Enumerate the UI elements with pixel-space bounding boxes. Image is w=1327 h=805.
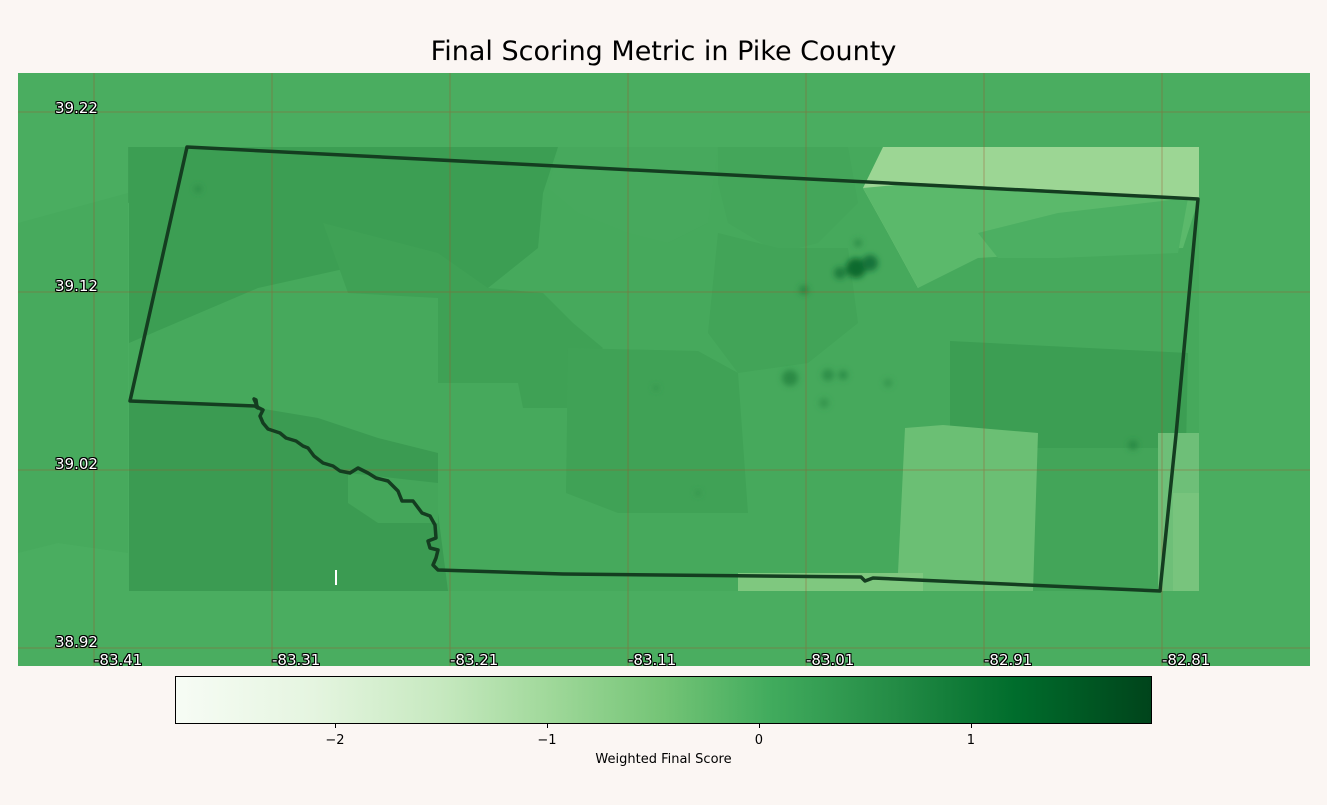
lon-label-0: -83.41 [94,651,143,667]
lon-label-3: -83.11 [628,651,677,667]
lon-label-4: -83.01 [806,651,855,667]
colorbar: −2 −1 0 1 [175,676,1152,748]
lat-label-3: 38.92 [55,633,98,651]
region-east-block [1030,448,1183,591]
lon-label-2: -83.21 [450,651,499,667]
colorbar-gradient [175,676,1152,724]
colorbar-tick-label: 0 [754,733,764,748]
region-west-mid [323,223,603,408]
map-panel[interactable]: 39.22 39.12 39.02 38.92 -83.41 -83.31 -8… [18,73,1310,666]
region-center-dark [708,233,858,373]
lat-label-2: 39.02 [55,455,98,473]
colorbar-tick [334,723,336,728]
region-southwest-light [348,473,438,523]
region-center-south [566,348,748,513]
colorbar-tick [758,723,760,728]
region-center-north [718,147,858,253]
lat-label-1: 39.12 [55,277,98,295]
lon-label-5: -82.91 [984,651,1033,667]
colorbar-tick-label: −2 [325,733,345,748]
region-east-edge-mid [1173,493,1199,591]
high-score-clusters [194,185,1138,496]
region-outer-west [18,193,128,553]
map-title: Final Scoring Metric in Pike County [430,36,897,67]
colorbar-label: Weighted Final Score [595,752,732,767]
region-ne-green [978,198,1188,258]
gridlines [18,73,1310,666]
colorbar-tick [970,723,972,728]
map-canvas [18,73,1310,666]
colorbar-tick-label: −1 [537,733,557,748]
lat-label-0: 39.22 [55,99,98,117]
region-southwest [129,401,448,591]
lon-label-1: -83.31 [272,651,321,667]
lon-label-6: -82.81 [1162,651,1211,667]
colorbar-tick [546,723,548,728]
county-boundary [128,145,1200,593]
region-southeast-light [898,425,1038,591]
colorbar-tick-label: 1 [966,733,975,748]
